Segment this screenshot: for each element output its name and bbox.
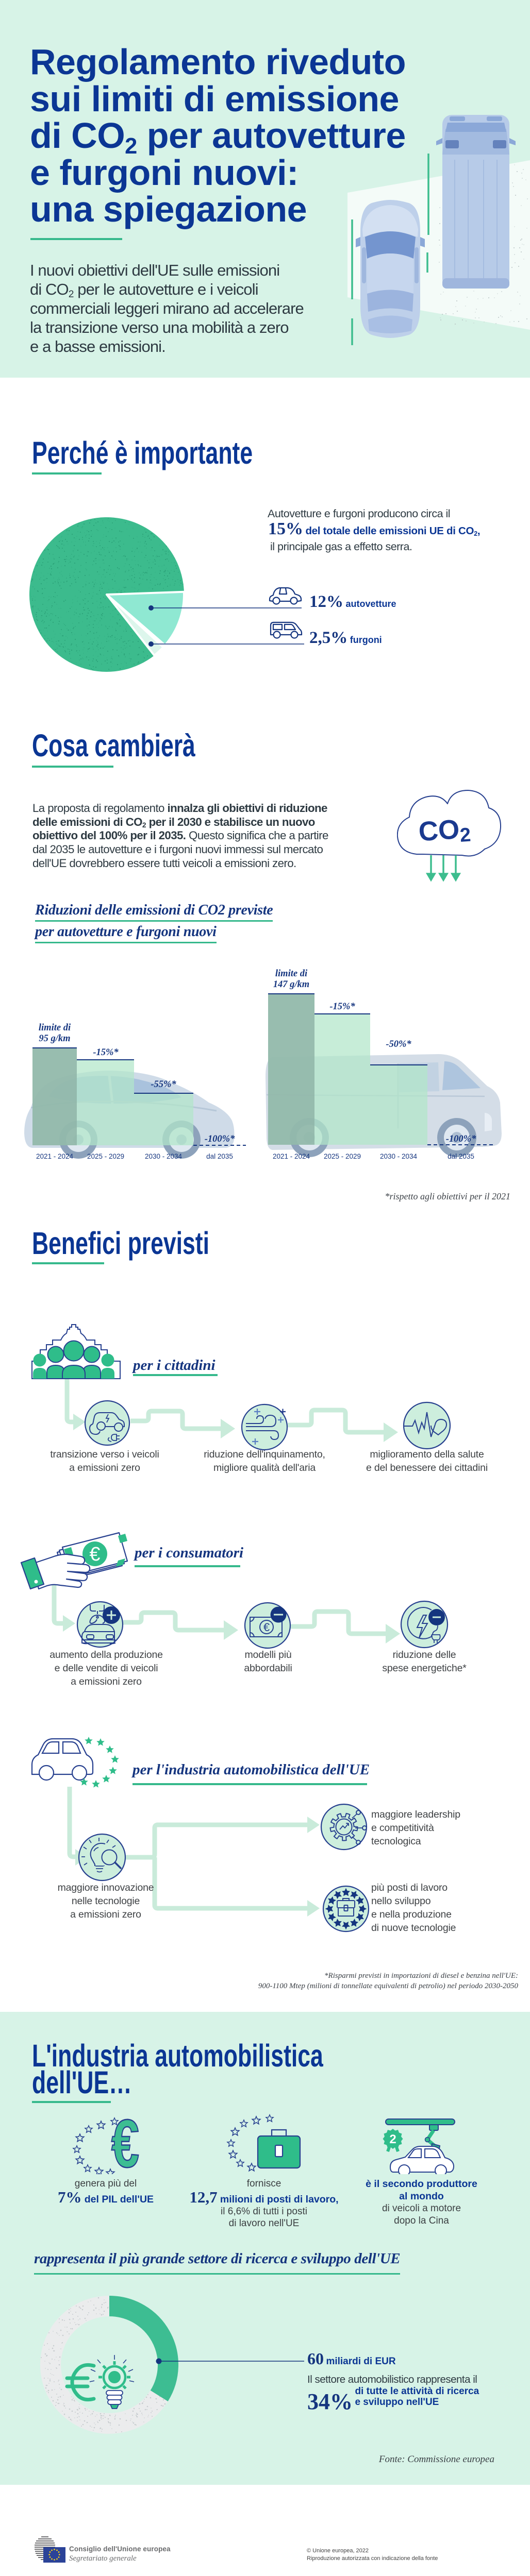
svg-text:€: € — [89, 1544, 100, 1565]
svg-text:-55%*: -55%* — [151, 1079, 176, 1090]
svg-text:2021 - 2024: 2021 - 2024 — [273, 1153, 310, 1160]
svg-text:147 g/km: 147 g/km — [273, 979, 309, 990]
svg-text:2030 - 2034: 2030 - 2034 — [145, 1153, 183, 1160]
svg-text:dal 2035: dal 2035 — [206, 1153, 233, 1160]
svg-text:-100%*: -100%* — [446, 1134, 476, 1144]
svg-text:limite di: limite di — [39, 1023, 71, 1033]
svg-text:-100%*: -100%* — [205, 1134, 235, 1144]
svg-text:2025 - 2029: 2025 - 2029 — [87, 1153, 124, 1160]
svg-text:-15%*: -15%* — [93, 1047, 119, 1058]
svg-text:2025 - 2029: 2025 - 2029 — [324, 1153, 361, 1160]
svg-text:2021 - 2024: 2021 - 2024 — [36, 1153, 74, 1160]
svg-text:€: € — [111, 2112, 139, 2174]
svg-text:2030 - 2034: 2030 - 2034 — [380, 1153, 418, 1160]
svg-text:2: 2 — [389, 2132, 396, 2146]
svg-text:limite di: limite di — [275, 969, 308, 979]
svg-text:95 g/km: 95 g/km — [39, 1033, 70, 1044]
svg-text:€: € — [263, 1621, 270, 1634]
svg-text:Segretariato generale: Segretariato generale — [69, 2554, 137, 2563]
svg-text:-15%*: -15%* — [329, 1002, 355, 1012]
svg-text:dal 2035: dal 2035 — [448, 1153, 474, 1160]
svg-text:-50%*: -50%* — [386, 1039, 411, 1049]
svg-text:Consiglio dell'Unione europea: Consiglio dell'Unione europea — [69, 2545, 171, 2553]
